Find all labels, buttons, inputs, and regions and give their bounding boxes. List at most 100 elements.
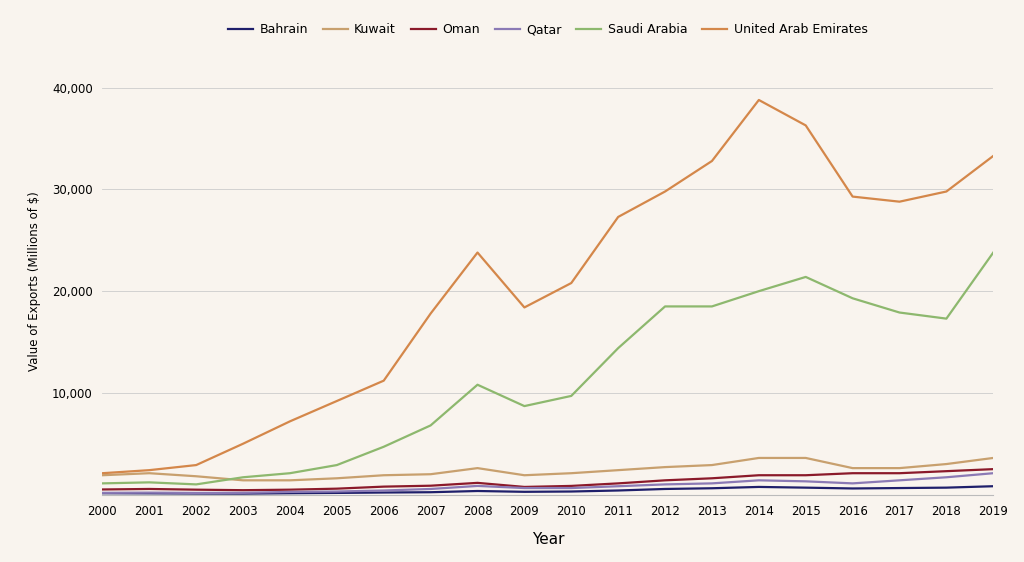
Saudi Arabia bbox=[425, 422, 437, 429]
Oman bbox=[190, 486, 203, 493]
Bahrain bbox=[753, 483, 765, 490]
Qatar bbox=[706, 480, 718, 487]
Qatar bbox=[143, 490, 156, 496]
Oman bbox=[284, 486, 296, 493]
United Arab Emirates bbox=[96, 470, 109, 477]
Kuwait bbox=[190, 473, 203, 479]
Line: United Arab Emirates: United Arab Emirates bbox=[102, 100, 993, 473]
Kuwait bbox=[518, 472, 530, 479]
Kuwait bbox=[847, 465, 859, 472]
Kuwait bbox=[471, 465, 483, 472]
Saudi Arabia bbox=[378, 443, 390, 450]
United Arab Emirates bbox=[190, 462, 203, 469]
United Arab Emirates bbox=[237, 441, 249, 447]
Qatar bbox=[893, 477, 905, 484]
United Arab Emirates bbox=[378, 377, 390, 384]
Saudi Arabia bbox=[96, 480, 109, 487]
Bahrain bbox=[471, 488, 483, 495]
Bahrain bbox=[565, 488, 578, 495]
Qatar bbox=[96, 490, 109, 496]
Kuwait bbox=[425, 471, 437, 478]
United Arab Emirates bbox=[425, 310, 437, 317]
United Arab Emirates bbox=[143, 467, 156, 474]
Bahrain bbox=[658, 486, 671, 492]
Bahrain bbox=[847, 485, 859, 492]
Qatar bbox=[565, 484, 578, 491]
Qatar bbox=[425, 486, 437, 492]
Saudi Arabia bbox=[612, 345, 625, 351]
United Arab Emirates bbox=[471, 249, 483, 256]
Saudi Arabia bbox=[237, 474, 249, 481]
Qatar bbox=[518, 484, 530, 491]
Qatar bbox=[987, 470, 999, 477]
Bahrain bbox=[518, 488, 530, 495]
Oman bbox=[706, 475, 718, 482]
Legend: Bahrain, Kuwait, Oman, Qatar, Saudi Arabia, United Arab Emirates: Bahrain, Kuwait, Oman, Qatar, Saudi Arab… bbox=[223, 18, 872, 41]
Oman bbox=[800, 472, 812, 479]
Qatar bbox=[331, 488, 343, 495]
Kuwait bbox=[800, 455, 812, 461]
Kuwait bbox=[753, 455, 765, 461]
United Arab Emirates bbox=[331, 398, 343, 405]
United Arab Emirates bbox=[987, 152, 999, 159]
Qatar bbox=[847, 480, 859, 487]
United Arab Emirates bbox=[612, 214, 625, 220]
Kuwait bbox=[940, 461, 952, 468]
Kuwait bbox=[565, 470, 578, 477]
Oman bbox=[753, 472, 765, 479]
Oman bbox=[96, 486, 109, 493]
Oman bbox=[987, 466, 999, 473]
Saudi Arabia bbox=[987, 249, 999, 256]
Line: Kuwait: Kuwait bbox=[102, 458, 993, 481]
Kuwait bbox=[284, 477, 296, 484]
United Arab Emirates bbox=[658, 188, 671, 195]
Kuwait bbox=[893, 465, 905, 472]
Oman bbox=[331, 486, 343, 492]
Qatar bbox=[612, 483, 625, 490]
Bahrain bbox=[987, 483, 999, 490]
Saudi Arabia bbox=[518, 403, 530, 410]
Qatar bbox=[658, 481, 671, 488]
Saudi Arabia bbox=[143, 479, 156, 486]
United Arab Emirates bbox=[800, 122, 812, 129]
Oman bbox=[847, 470, 859, 477]
Saudi Arabia bbox=[800, 274, 812, 280]
Saudi Arabia bbox=[847, 295, 859, 302]
Kuwait bbox=[237, 477, 249, 484]
Kuwait bbox=[331, 475, 343, 482]
Oman bbox=[425, 482, 437, 489]
Bahrain bbox=[284, 490, 296, 497]
Line: Saudi Arabia: Saudi Arabia bbox=[102, 252, 993, 484]
United Arab Emirates bbox=[284, 418, 296, 425]
Oman bbox=[143, 486, 156, 492]
Oman bbox=[237, 487, 249, 493]
Kuwait bbox=[987, 455, 999, 461]
Line: Qatar: Qatar bbox=[102, 473, 993, 493]
Bahrain bbox=[331, 490, 343, 496]
Oman bbox=[565, 483, 578, 490]
Qatar bbox=[753, 477, 765, 484]
Saudi Arabia bbox=[471, 382, 483, 388]
United Arab Emirates bbox=[706, 157, 718, 164]
Saudi Arabia bbox=[940, 315, 952, 322]
Kuwait bbox=[143, 470, 156, 477]
Bahrain bbox=[706, 485, 718, 492]
United Arab Emirates bbox=[753, 97, 765, 103]
Saudi Arabia bbox=[658, 303, 671, 310]
Kuwait bbox=[378, 472, 390, 479]
Saudi Arabia bbox=[190, 481, 203, 488]
Oman bbox=[940, 468, 952, 474]
Saudi Arabia bbox=[331, 462, 343, 469]
Bahrain bbox=[190, 490, 203, 497]
Saudi Arabia bbox=[565, 392, 578, 399]
Bahrain bbox=[96, 490, 109, 497]
Oman bbox=[658, 477, 671, 484]
Qatar bbox=[284, 488, 296, 495]
Qatar bbox=[190, 490, 203, 496]
United Arab Emirates bbox=[893, 198, 905, 205]
Kuwait bbox=[612, 467, 625, 474]
Oman bbox=[893, 470, 905, 477]
Saudi Arabia bbox=[706, 303, 718, 310]
Saudi Arabia bbox=[284, 470, 296, 477]
United Arab Emirates bbox=[565, 280, 578, 287]
